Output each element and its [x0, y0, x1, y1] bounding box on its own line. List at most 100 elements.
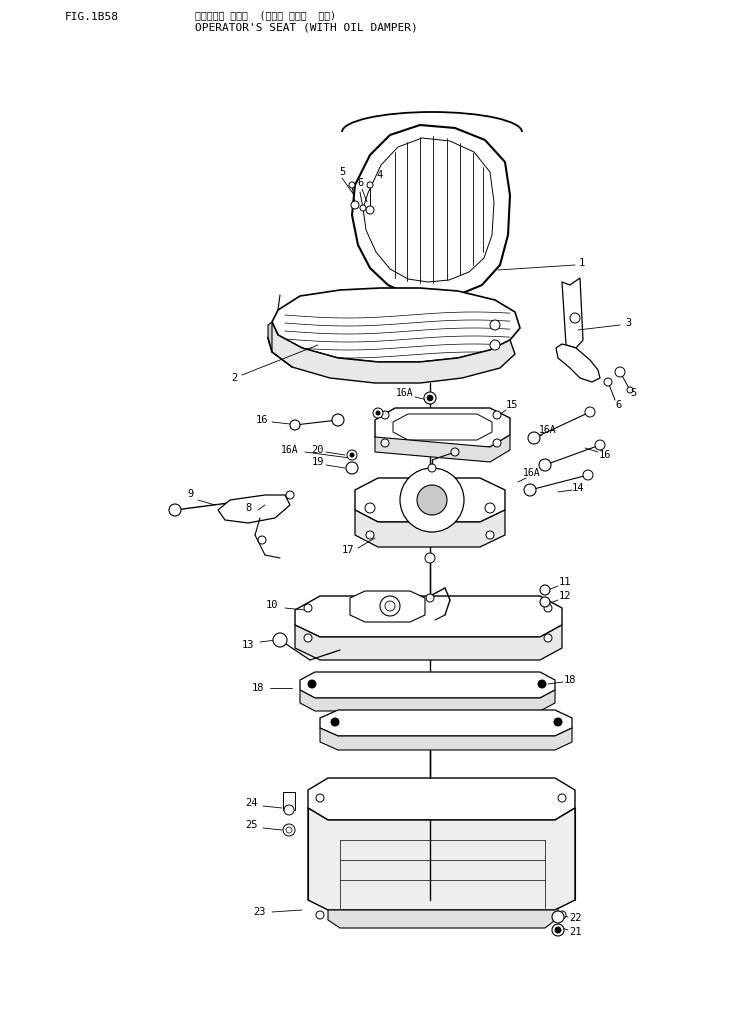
Circle shape [555, 927, 561, 933]
Circle shape [273, 633, 287, 647]
Circle shape [304, 604, 312, 612]
Circle shape [351, 201, 359, 210]
Polygon shape [350, 591, 425, 622]
Circle shape [524, 484, 536, 496]
Bar [283, 792, 295, 810]
Polygon shape [295, 625, 562, 660]
Text: 6: 6 [357, 178, 363, 188]
Circle shape [169, 504, 181, 516]
Circle shape [350, 453, 354, 457]
Circle shape [540, 585, 550, 595]
Text: 20: 20 [311, 445, 324, 455]
Circle shape [451, 448, 459, 456]
Circle shape [490, 320, 500, 330]
Text: 3: 3 [625, 318, 631, 328]
Text: 19: 19 [311, 457, 324, 467]
Text: 10: 10 [266, 600, 278, 610]
Circle shape [286, 491, 294, 499]
Circle shape [381, 411, 389, 419]
Text: 18: 18 [564, 675, 576, 685]
Text: 23: 23 [254, 907, 266, 917]
Circle shape [570, 313, 580, 324]
Circle shape [424, 392, 436, 404]
Text: 21: 21 [568, 927, 581, 937]
Text: 15: 15 [506, 400, 518, 410]
Circle shape [554, 718, 562, 726]
Circle shape [367, 182, 373, 188]
Circle shape [381, 439, 389, 447]
Polygon shape [268, 322, 515, 383]
Text: 18: 18 [252, 683, 264, 693]
Text: 16: 16 [255, 415, 268, 425]
Circle shape [349, 182, 355, 188]
Circle shape [346, 462, 358, 474]
Circle shape [283, 824, 295, 836]
Text: 12: 12 [559, 591, 571, 601]
Circle shape [332, 414, 344, 426]
Polygon shape [363, 138, 494, 282]
Text: 8: 8 [245, 503, 251, 514]
Polygon shape [328, 908, 558, 928]
Circle shape [417, 485, 447, 515]
Circle shape [286, 827, 292, 833]
Circle shape [485, 503, 495, 514]
Text: 9: 9 [187, 489, 193, 499]
Circle shape [615, 367, 625, 377]
Circle shape [538, 680, 546, 688]
Circle shape [490, 340, 500, 350]
Circle shape [284, 805, 294, 815]
Circle shape [365, 503, 375, 514]
Text: FIG.1B58: FIG.1B58 [65, 12, 119, 22]
Circle shape [304, 634, 312, 642]
Text: オペレータ シート  (オイル ダンパ  ツキ): オペレータ シート (オイル ダンパ ツキ) [195, 10, 336, 20]
Circle shape [428, 464, 436, 472]
Polygon shape [393, 414, 492, 440]
Polygon shape [320, 728, 572, 750]
Circle shape [585, 407, 595, 417]
Circle shape [373, 408, 383, 418]
Polygon shape [556, 344, 600, 382]
Text: 5: 5 [630, 388, 636, 398]
Text: 24: 24 [246, 798, 258, 808]
Circle shape [427, 395, 433, 401]
Circle shape [347, 450, 357, 460]
Text: 2: 2 [231, 373, 237, 383]
Circle shape [540, 597, 550, 607]
Circle shape [316, 794, 324, 802]
Text: 16A: 16A [523, 468, 541, 478]
Circle shape [486, 531, 494, 539]
Polygon shape [268, 322, 272, 352]
Polygon shape [308, 808, 575, 910]
Polygon shape [300, 672, 555, 698]
Circle shape [544, 604, 552, 612]
Circle shape [583, 470, 593, 480]
Polygon shape [218, 495, 290, 523]
Circle shape [380, 596, 400, 616]
Circle shape [552, 924, 564, 936]
Circle shape [308, 680, 316, 688]
Text: 6: 6 [615, 400, 621, 410]
Circle shape [316, 911, 324, 919]
Polygon shape [300, 690, 555, 711]
Circle shape [493, 411, 501, 419]
Text: 4: 4 [377, 170, 383, 180]
Circle shape [558, 911, 566, 919]
Circle shape [528, 432, 540, 444]
Circle shape [426, 594, 434, 602]
Circle shape [366, 206, 374, 214]
Text: OPERATOR'S SEAT (WITH OIL DAMPER): OPERATOR'S SEAT (WITH OIL DAMPER) [195, 22, 418, 32]
Circle shape [258, 536, 266, 544]
Polygon shape [355, 478, 505, 522]
Circle shape [425, 553, 435, 563]
Circle shape [595, 440, 605, 450]
Polygon shape [355, 510, 505, 547]
Circle shape [331, 718, 339, 726]
Circle shape [400, 468, 464, 532]
Circle shape [558, 794, 566, 802]
Text: 14: 14 [571, 483, 584, 493]
Text: 16A: 16A [396, 388, 414, 398]
Text: 16A: 16A [281, 445, 299, 455]
Text: 11: 11 [559, 577, 571, 587]
Circle shape [360, 205, 366, 211]
Circle shape [552, 911, 564, 923]
